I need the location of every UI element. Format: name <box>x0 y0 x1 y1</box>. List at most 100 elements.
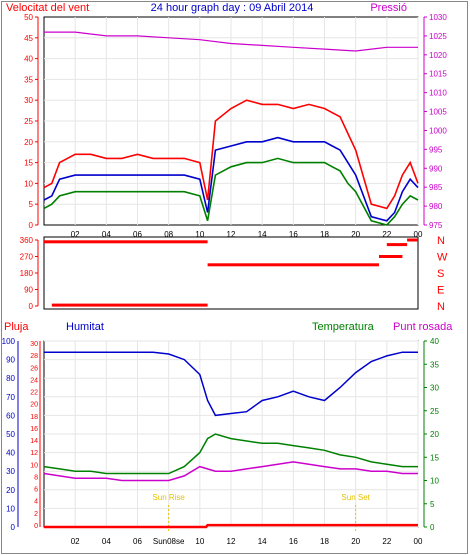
wind-left-axis: 0 5 10 15 20 25 30 35 40 45 50 <box>24 13 39 230</box>
rain-tick-label: 26 <box>30 365 38 372</box>
series-rain <box>44 523 418 529</box>
humidity-x-tick-label: 22 <box>382 537 391 546</box>
pressure-tick-label: 1020 <box>429 51 447 60</box>
humidity-tick-label: 20 <box>6 486 15 495</box>
sun-marker-label: Sun Rise <box>152 493 185 502</box>
pressure-label: Pressió <box>370 2 407 14</box>
wind-series <box>43 31 419 226</box>
pressure-tick-label: 1005 <box>429 108 447 117</box>
temperature-tick-label: 20 <box>430 430 439 439</box>
direction-point-run <box>386 243 408 247</box>
humidity-tick-label: 10 <box>6 504 15 513</box>
humidity-x-tick-label: 18 <box>320 537 329 546</box>
wind-x-tick-label: 18 <box>320 230 329 239</box>
humidity-tick-label: 70 <box>6 393 15 402</box>
rain-tick-label: 12 <box>30 450 38 457</box>
humidity-x-tick-label: 14 <box>258 537 267 546</box>
wind-x-tick-label: 20 <box>351 230 360 239</box>
humidity-x-tick-label: Sun08se <box>153 537 185 546</box>
rain-tick-label: 0 <box>34 523 38 530</box>
wind-x-tick-label: 10 <box>195 230 204 239</box>
rain-tick-label: 2 <box>34 511 38 518</box>
humidity-axes: 0102030405060708090100024681012141618202… <box>2 337 440 532</box>
wind-tick-label: 10 <box>24 179 33 188</box>
compass-label: W <box>437 252 448 264</box>
humidity-tick-label: 100 <box>2 337 16 346</box>
wind-x-tick-label: 02 <box>71 230 80 239</box>
rain-tick-label: 20 <box>30 402 38 409</box>
humidity-tick-label: 90 <box>6 356 15 365</box>
temperature-tick-label: 40 <box>430 337 439 346</box>
temperature-tick-label: 30 <box>430 384 439 393</box>
compass-label: N <box>437 301 445 313</box>
dew-point-label: Punt rosada <box>393 321 453 333</box>
compass-label: N <box>437 235 445 247</box>
direction-points <box>44 238 418 307</box>
direction-point-run <box>207 263 379 267</box>
humidity-tick-label: 50 <box>6 430 15 439</box>
temperature-tick-label: 0 <box>430 523 435 532</box>
pressure-tick-label: 1000 <box>429 126 447 135</box>
wind-tick-label: 45 <box>24 34 33 43</box>
humidity-tick-label: 40 <box>6 449 15 458</box>
pressure-tick-label: 985 <box>429 183 443 192</box>
series-humidity <box>44 351 418 417</box>
humidity-x-tick-label: 04 <box>102 537 111 546</box>
direction-tick-label: 0 <box>29 302 34 311</box>
direction-point-run <box>407 238 418 242</box>
humidity-x-tick-label: 10 <box>195 537 204 546</box>
wind-tick-label: 40 <box>24 55 33 64</box>
wind-pressure-panel: Velocitat del vent 24 hour graph day : 0… <box>6 2 447 239</box>
wind-x-tick-label: 04 <box>102 230 111 239</box>
wind-x-tick-label: 14 <box>258 230 267 239</box>
pressure-tick-label: 995 <box>429 145 443 154</box>
wind-x-tick-label: 16 <box>289 230 298 239</box>
humidity-tick-label: 30 <box>6 467 15 476</box>
humidity-x-tick-label: 06 <box>133 537 142 546</box>
wind-speed-label: Velocitat del vent <box>6 2 89 14</box>
wind-tick-label: 20 <box>24 138 33 147</box>
pressure-tick-label: 990 <box>429 164 443 173</box>
pressure-tick-label: 1015 <box>429 70 447 79</box>
wind-tick-label: 25 <box>24 117 33 126</box>
rain-tick-label: 30 <box>30 341 38 348</box>
wind-tick-label: 50 <box>24 13 33 22</box>
direction-tick-label: 90 <box>24 286 33 295</box>
temperature-tick-label: 5 <box>430 500 435 509</box>
rain-tick-label: 22 <box>30 390 38 397</box>
rain-tick-label: 10 <box>30 462 38 469</box>
direction-axis: 0 90 180 270 360 <box>20 236 39 311</box>
wind-x-tick-label: 22 <box>382 230 391 239</box>
temperature-tick-label: 25 <box>430 407 439 416</box>
rain-label: Pluja <box>4 321 29 333</box>
chart-title: 24 hour graph day : 09 Abril 2014 <box>151 2 314 14</box>
direction-point-run <box>51 303 208 307</box>
humidity-x-tick-label: 00 <box>414 537 423 546</box>
rain-tick-label: 6 <box>34 487 38 494</box>
humidity-tick-label: 0 <box>11 523 16 532</box>
temperature-tick-label: 35 <box>430 360 439 369</box>
series-pressure <box>44 31 418 52</box>
wind-tick-label: 35 <box>24 75 33 84</box>
humidity-temperature-panel: Pluja Humitat Temperatura Punt rosada 0 1… <box>2 321 454 546</box>
temperature-label: Temperatura <box>312 321 375 333</box>
direction-plot-frame <box>43 236 419 310</box>
rain-tick-label: 4 <box>34 499 38 506</box>
direction-tick-label: 360 <box>20 236 34 245</box>
temperature-tick-label: 15 <box>430 453 439 462</box>
humidity-series <box>43 351 418 529</box>
series-temperature <box>43 433 418 475</box>
wind-x-tick-label: 06 <box>133 230 142 239</box>
wind-tick-label: 0 <box>29 221 34 230</box>
wind-tick-label: 15 <box>24 159 33 168</box>
rain-tick-label: 8 <box>34 474 38 481</box>
humidity-x-tick-label: 02 <box>71 537 80 546</box>
pressure-right-axis: 975 980 985 990 995 1000 1005 1010 1015 1020 1025 1… <box>423 13 447 230</box>
humidity-x-tick-label: 16 <box>289 537 298 546</box>
pressure-tick-label: 1010 <box>429 89 447 98</box>
wind-x-tick-label: 08 <box>164 230 173 239</box>
rain-tick-label: 24 <box>30 377 38 384</box>
